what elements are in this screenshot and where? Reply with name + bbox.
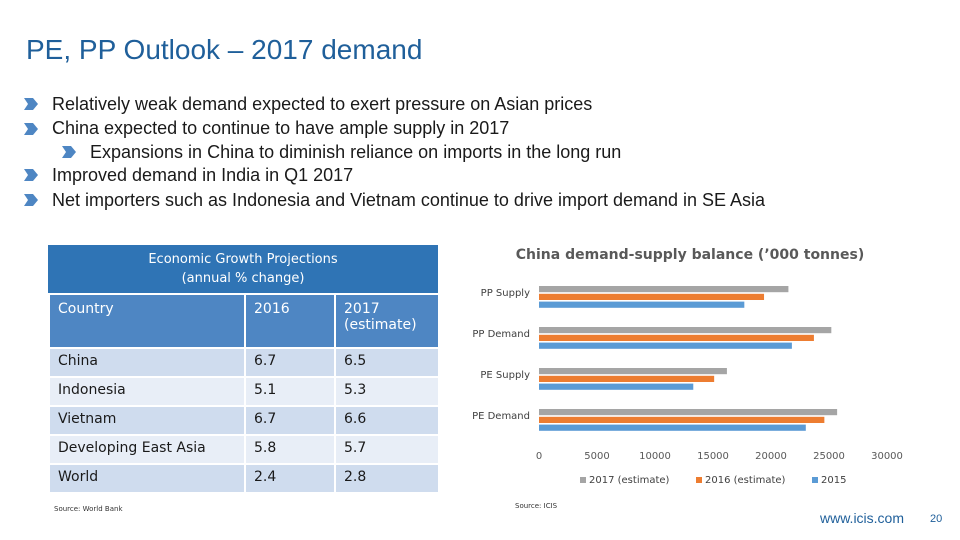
category-label: PE Demand [472, 411, 530, 422]
cell-2016: 2.4 [244, 463, 336, 494]
arrow-bullet-icon [24, 194, 38, 207]
x-tick-label: 0 [536, 451, 542, 462]
arrow-bullet-icon [24, 122, 38, 135]
bullet-item: Relatively weak demand expected to exert… [24, 92, 924, 117]
cell-2017: 5.7 [334, 434, 440, 465]
bullet-list: Relatively weak demand expected to exert… [24, 92, 924, 212]
bullet-item: Net importers such as Indonesia and Viet… [24, 188, 924, 213]
header-2017-note: (estimate) [344, 317, 417, 333]
bullet-item: Improved demand in India in Q1 2017 [24, 163, 924, 188]
bar [539, 368, 727, 375]
arrow-bullet-icon [24, 98, 38, 111]
arrow-bullet-icon [24, 169, 38, 182]
x-tick-label: 30000 [871, 451, 903, 462]
bullet-text: Expansions in China to diminish reliance… [90, 141, 622, 162]
legend-label: 2015 [821, 475, 846, 486]
bar [539, 416, 825, 423]
table-row: China 6.7 6.5 [48, 347, 440, 378]
bullet-text: Net importers such as Indonesia and Viet… [52, 189, 766, 210]
header-2016: 2016 [244, 293, 336, 349]
table-row: Vietnam 6.7 6.6 [48, 405, 440, 436]
table-title: Economic Growth Projections (annual % ch… [48, 245, 438, 293]
bar [539, 293, 765, 300]
bar [539, 327, 832, 334]
category-label: PE Supply [480, 370, 530, 381]
cell-2016: 5.8 [244, 434, 336, 465]
x-tick-label: 5000 [584, 451, 609, 462]
legend-label: 2016 (estimate) [705, 475, 786, 486]
legend-swatch [696, 477, 702, 483]
bar [539, 375, 715, 382]
footer-url[interactable]: www.icis.com [820, 510, 905, 526]
table-title-line2: (annual % change) [181, 271, 305, 286]
sub-bullet-item: Expansions in China to diminish reliance… [24, 141, 924, 163]
bullet-item: China expected to continue to have ample… [24, 117, 924, 142]
supply-demand-chart: PP Supply PP Demand PE Supply PE Demand 0 500… [472, 286, 903, 486]
bullet-text: China expected to continue to have ample… [52, 118, 510, 139]
cell-2016: 6.7 [244, 347, 336, 378]
cell-2016: 6.7 [244, 405, 336, 436]
cell-country: Vietnam [48, 405, 246, 436]
header-2017-year: 2017 [344, 301, 380, 317]
x-tick-label: 15000 [697, 451, 729, 462]
table-header-row: Country 2016 2017 (estimate) [48, 293, 440, 349]
bar [539, 409, 838, 416]
bar [539, 424, 806, 431]
x-tick-label: 10000 [639, 451, 671, 462]
legend-swatch [812, 477, 818, 483]
x-tick-label: 25000 [813, 451, 845, 462]
cell-2017: 6.5 [334, 347, 440, 378]
cell-country: Indonesia [48, 376, 246, 407]
category-label: PP Demand [472, 329, 530, 340]
category-label: PP Supply [481, 288, 530, 299]
chart-title: China demand-supply balance (’000 tonnes… [515, 247, 865, 263]
bar [539, 334, 814, 341]
cell-2016: 5.1 [244, 376, 336, 407]
bar [539, 342, 792, 349]
cell-2017: 5.3 [334, 376, 440, 407]
slide-title: PE, PP Outlook – 2017 demand [26, 34, 423, 65]
growth-table: Country 2016 2017 (estimate) China 6.7 6… [48, 293, 440, 494]
cell-country: China [48, 347, 246, 378]
cell-country: Developing East Asia [48, 434, 246, 465]
table-row: Developing East Asia 5.8 5.7 [48, 434, 440, 465]
cell-2017: 2.8 [334, 463, 440, 494]
cell-2017: 6.6 [334, 405, 440, 436]
table-title-line1: Economic Growth Projections [148, 252, 338, 267]
x-tick-label: 20000 [755, 451, 787, 462]
chart-source-note: Source: ICIS [515, 502, 558, 510]
legend-swatch [580, 477, 586, 483]
header-2017: 2017 (estimate) [334, 293, 440, 349]
table-row: Indonesia 5.1 5.3 [48, 376, 440, 407]
legend-label: 2017 (estimate) [589, 475, 670, 486]
header-country: Country [48, 293, 246, 349]
arrow-bullet-icon [62, 146, 76, 159]
page-number: 20 [930, 513, 943, 525]
table-row: World 2.4 2.8 [48, 463, 440, 494]
bar [539, 286, 789, 293]
table-source-note: Source: World Bank [54, 505, 123, 513]
cell-country: World [48, 463, 246, 494]
bullet-text: Improved demand in India in Q1 2017 [52, 164, 354, 185]
bar [539, 383, 694, 390]
bar [539, 301, 745, 308]
growth-table-panel: Economic Growth Projections (annual % ch… [48, 245, 440, 494]
bullet-text: Relatively weak demand expected to exert… [52, 93, 593, 114]
